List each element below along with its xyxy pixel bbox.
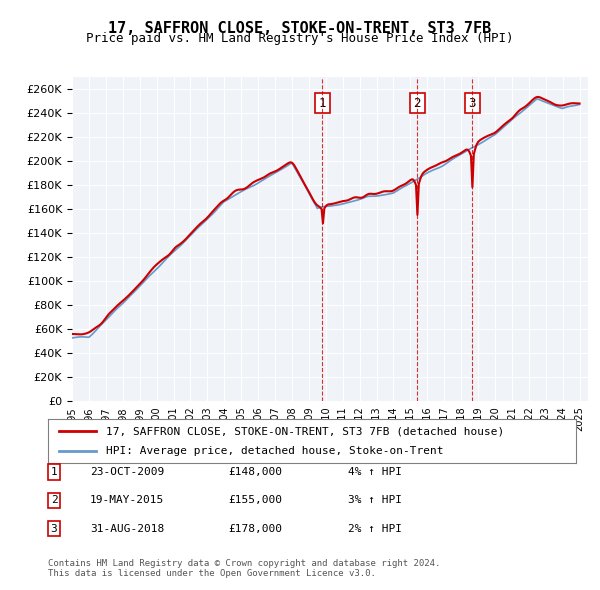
Text: 17, SAFFRON CLOSE, STOKE-ON-TRENT, ST3 7FB (detached house): 17, SAFFRON CLOSE, STOKE-ON-TRENT, ST3 7… [106,427,505,436]
Text: 17, SAFFRON CLOSE, STOKE-ON-TRENT, ST3 7FB: 17, SAFFRON CLOSE, STOKE-ON-TRENT, ST3 7… [109,21,491,35]
Text: £148,000: £148,000 [228,467,282,477]
Text: 3: 3 [469,97,476,110]
Text: 23-OCT-2009: 23-OCT-2009 [90,467,164,477]
Text: 2% ↑ HPI: 2% ↑ HPI [348,524,402,533]
Text: Price paid vs. HM Land Registry's House Price Index (HPI): Price paid vs. HM Land Registry's House … [86,32,514,45]
Text: £178,000: £178,000 [228,524,282,533]
Text: 2: 2 [50,496,58,505]
Text: 3: 3 [50,524,58,533]
Text: £155,000: £155,000 [228,496,282,505]
Text: 3% ↑ HPI: 3% ↑ HPI [348,496,402,505]
Text: 4% ↑ HPI: 4% ↑ HPI [348,467,402,477]
Text: Contains HM Land Registry data © Crown copyright and database right 2024.
This d: Contains HM Land Registry data © Crown c… [48,559,440,578]
Text: 2: 2 [413,97,421,110]
Text: 31-AUG-2018: 31-AUG-2018 [90,524,164,533]
Text: 1: 1 [50,467,58,477]
Text: HPI: Average price, detached house, Stoke-on-Trent: HPI: Average price, detached house, Stok… [106,446,443,455]
Text: 19-MAY-2015: 19-MAY-2015 [90,496,164,505]
Text: 1: 1 [319,97,326,110]
